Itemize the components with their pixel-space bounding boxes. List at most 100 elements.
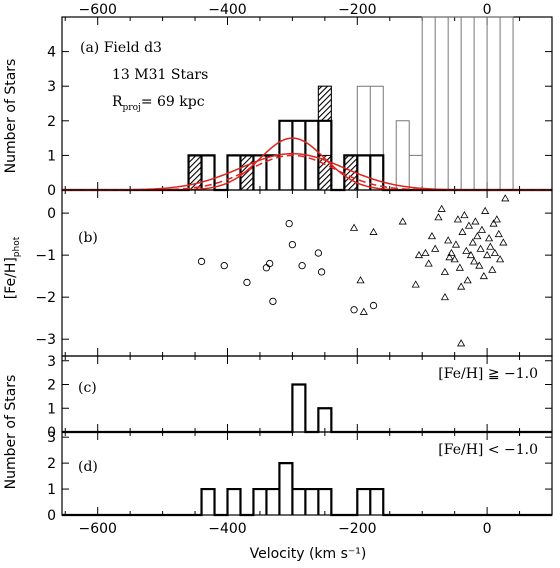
ytick-label: 2: [47, 456, 56, 472]
triangle-point: [431, 244, 440, 252]
ytick-label: 3: [47, 79, 56, 95]
panel-a-count: 13 M31 Stars: [112, 67, 208, 83]
xtick-label-top: −600: [78, 2, 116, 18]
ytick-label: 0: [47, 508, 56, 524]
triangle-point: [473, 232, 482, 240]
ytick-label: 0: [47, 183, 56, 199]
panel-b: 0 −1 −2 −3 (b): [35, 189, 553, 357]
ytick-label: 3: [47, 354, 56, 370]
triangle-point: [424, 259, 433, 267]
ytick-label: 3: [47, 430, 56, 446]
triangle-point: [495, 255, 505, 263]
triangle-point: [501, 194, 510, 202]
ytick-label: 2: [47, 114, 56, 130]
triangle-point: [444, 236, 453, 244]
rproj-symbol: R: [112, 94, 123, 110]
panel-c-label: (c): [78, 380, 97, 396]
ylabel-a: Number of Stars: [3, 59, 19, 174]
triangle-point: [453, 215, 462, 223]
panel-a: 0 1 2 3 4 −600 −400 −200 0 (a) Field d3 13 M31 Sta…: [47, 2, 553, 199]
hatched-bin: [317, 85, 332, 122]
ytick-label: −3: [35, 332, 56, 348]
circle-point: [350, 306, 358, 314]
triangle-point: [450, 255, 459, 263]
triangle-point: [483, 250, 492, 259]
triangle-point: [349, 223, 359, 231]
triangle-point: [477, 225, 486, 233]
panel-a-rproj: Rproj= 69 kpc: [112, 94, 205, 113]
circle-point: [288, 240, 297, 249]
ylabel-b: [Fe/H]phot: [3, 236, 22, 299]
ytick-label: −2: [35, 290, 56, 306]
ytick-label: 1: [47, 148, 56, 164]
xtick-label-top: 0: [483, 2, 492, 18]
hatched-bin: [239, 154, 254, 191]
ytick-label: 2: [47, 378, 56, 394]
histogram-d: [62, 462, 552, 517]
circle-point: [266, 259, 274, 268]
circle-point: [269, 297, 277, 306]
triangle-point: [486, 242, 495, 250]
ylabel-cd: Number of Stars: [3, 375, 19, 490]
triangle-point: [414, 250, 424, 259]
panel-d-cut: [Fe/H] < −1.0: [438, 442, 538, 458]
triangle-point: [458, 227, 467, 235]
panel-a-label: (a) Field d3: [80, 40, 162, 56]
triangle-point: [481, 206, 490, 214]
triangle-point: [457, 339, 466, 347]
triangle-point: [463, 276, 472, 284]
triangle-point: [369, 227, 378, 235]
triangle-point: [447, 248, 456, 256]
xtick-label-top: −400: [208, 2, 246, 18]
triangle-point: [455, 263, 464, 271]
triangle-point: [470, 257, 479, 265]
triangle-point: [499, 238, 508, 246]
triangle-point: [488, 265, 497, 273]
triangle-point: [398, 217, 407, 225]
ytick-label: 1: [47, 401, 56, 417]
ylabel-b-sub: phot: [12, 236, 22, 257]
ytick-label: 0: [47, 425, 56, 441]
panel-c: 0 1 2 3 (c) [Fe/H] ≧ −1.0: [47, 354, 553, 441]
rproj-subscript: proj: [123, 103, 141, 113]
circle-point: [298, 261, 306, 270]
triangle-point: [490, 248, 499, 256]
ytick-label: −1: [35, 248, 56, 264]
histogram-c: [62, 383, 552, 434]
xtick-label-bottom: −200: [338, 521, 376, 537]
triangle-point: [445, 253, 454, 261]
triangle-point: [359, 307, 368, 315]
circle-point: [197, 257, 206, 266]
circle-point: [369, 301, 378, 310]
triangle-point: [494, 229, 503, 238]
triangle-point: [476, 244, 485, 252]
circle-point: [243, 278, 251, 287]
panel-d: 0 1 2 3 (d) [Fe/H] < −1.0 −600 −400 −200 0: [47, 430, 553, 537]
triangle-point: [464, 221, 474, 229]
x-axis-label: Velocity (km s⁻¹): [250, 546, 367, 562]
xtick-label-top: −200: [338, 2, 376, 18]
circle-point: [220, 261, 228, 270]
frame-d: [61, 431, 553, 516]
circle-point: [314, 249, 323, 257]
ylabel-b-main: [Fe/H]: [3, 257, 19, 299]
ytick-label: 0: [47, 206, 56, 222]
triangle-point: [427, 232, 437, 240]
triangle-point: [440, 292, 450, 301]
triangle-point: [434, 213, 443, 221]
rproj-value: = 69 kpc: [141, 94, 205, 110]
panel-b-label: (b): [78, 230, 98, 246]
triangle-point: [471, 217, 480, 225]
triangle-point: [475, 261, 484, 269]
triangle-point: [489, 219, 498, 227]
triangle-point: [440, 267, 450, 275]
triangle-point: [457, 282, 466, 290]
panel-c-cut: [Fe/H] ≧ −1.0: [438, 366, 538, 382]
triangle-point: [411, 280, 420, 288]
circle-point: [317, 268, 326, 276]
xtick-label-bottom: 0: [483, 521, 492, 537]
ytick-label: 4: [47, 45, 56, 61]
triangle-point: [421, 248, 430, 256]
triangle-point: [466, 250, 475, 259]
